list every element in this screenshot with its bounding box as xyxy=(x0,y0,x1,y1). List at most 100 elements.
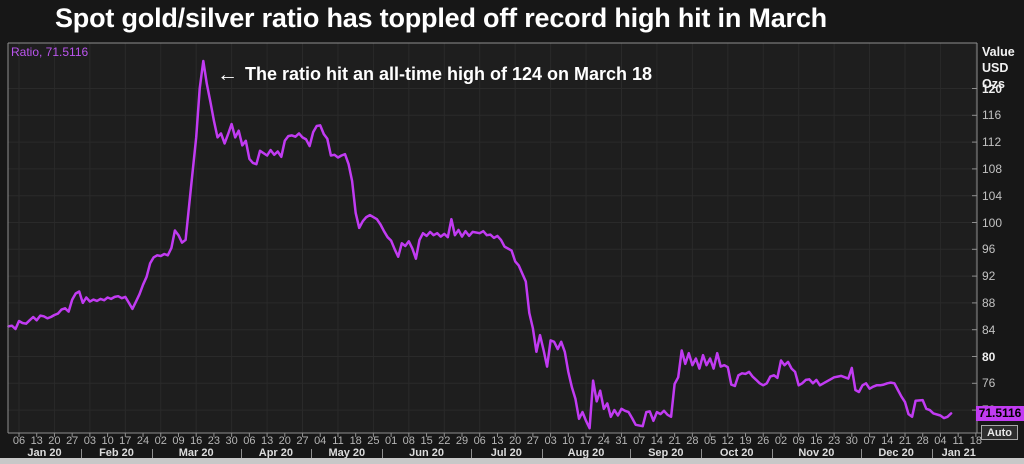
x-axis-day-label: 06 xyxy=(243,435,256,447)
y-axis-tick-label: 116 xyxy=(982,108,1002,123)
x-axis-month-label: Apr 20 xyxy=(258,447,294,459)
x-axis-day-label: 19 xyxy=(739,435,752,447)
x-axis-day-label: 20 xyxy=(278,435,291,447)
ratio-line-series xyxy=(7,59,953,430)
x-axis-day-label: 13 xyxy=(30,435,43,447)
x-axis-day-label: 10 xyxy=(562,435,575,447)
month-separator xyxy=(470,449,472,458)
x-axis-day-label: 09 xyxy=(172,435,185,447)
y-axis-header-line: Value xyxy=(982,45,1015,59)
x-axis-day-label: 18 xyxy=(349,435,362,447)
x-axis-day-label: 11 xyxy=(952,435,964,447)
x-axis-month-label: Jul 20 xyxy=(490,447,522,459)
bottom-scrollbar[interactable] xyxy=(0,458,1024,464)
y-axis-tick-label: 96 xyxy=(982,242,996,257)
title-bar: Spot gold/silver ratio has toppled off r… xyxy=(0,0,1024,42)
x-axis-day-label: 03 xyxy=(83,435,97,447)
x-axis-day-label: 06 xyxy=(473,435,486,447)
x-axis-day-label: 28 xyxy=(916,435,929,447)
x-axis-day-label: 22 xyxy=(438,435,451,447)
month-separator xyxy=(311,449,313,458)
x-axis-day-label: 27 xyxy=(66,435,79,447)
x-axis-day-label: 17 xyxy=(119,435,132,447)
month-separator xyxy=(931,449,933,458)
chart-plot-area[interactable] xyxy=(8,43,977,433)
x-axis-month-label: Dec 20 xyxy=(878,447,914,459)
x-axis-day-label: 20 xyxy=(509,435,522,447)
month-separator xyxy=(860,449,862,458)
x-axis-day-label: 09 xyxy=(792,435,805,447)
y-axis-header-line: Ozs xyxy=(982,77,1005,91)
x-axis-day-label: 16 xyxy=(810,435,823,447)
x-axis-day-label: 29 xyxy=(455,435,469,447)
x-axis-day-label: 21 xyxy=(898,435,912,447)
x-axis-day-label: 23 xyxy=(827,435,841,447)
x-axis-day-label: 24 xyxy=(597,435,610,447)
x-axis-day-label: 03 xyxy=(544,435,557,447)
x-axis-day-label: 26 xyxy=(757,435,770,447)
x-axis-month-label: May 20 xyxy=(328,447,366,459)
x-axis-day-label: 08 xyxy=(402,435,415,447)
x-axis-day-label: 02 xyxy=(774,435,788,447)
last-price-badge[interactable]: 71.5116 xyxy=(976,405,1024,421)
x-axis-day-label: 05 xyxy=(703,435,717,447)
x-axis-day-label: 30 xyxy=(225,435,238,447)
y-axis-tick-label: 88 xyxy=(982,295,996,310)
x-axis-day-label: 07 xyxy=(863,435,876,447)
x-axis-day-label: 18 xyxy=(969,435,983,447)
x-axis-day-label: 23 xyxy=(207,435,221,447)
x-axis-day-label: 14 xyxy=(881,435,894,447)
left-arrow-icon: ← xyxy=(217,63,238,86)
y-axis-tick-label: 92 xyxy=(982,269,996,284)
x-axis-month-label: Aug 20 xyxy=(567,447,605,459)
y-axis-tick-label: 108 xyxy=(982,161,1003,176)
y-axis-tick-label: 100 xyxy=(982,215,1003,230)
x-axis-day-label: 07 xyxy=(633,435,646,447)
x-axis-day-label: 30 xyxy=(845,435,858,447)
x-axis-day-label: 28 xyxy=(686,435,699,447)
y-axis-tick-label: 120 xyxy=(982,81,1003,96)
y-axis-header-line: USD xyxy=(982,61,1009,75)
x-axis-day-label: 16 xyxy=(190,435,203,447)
chart-title: Spot gold/silver ratio has toppled off r… xyxy=(55,3,827,33)
y-axis-header: Value USD Ozs xyxy=(982,44,1015,92)
month-separator xyxy=(541,449,543,458)
x-axis-day-label: 02 xyxy=(154,435,167,447)
y-axis-tick-label: 80 xyxy=(982,349,996,364)
x-axis-day-label: 17 xyxy=(579,435,593,447)
x-axis-day-label: 11 xyxy=(332,435,344,447)
x-axis-day-label: 14 xyxy=(650,435,664,447)
annotation: ← The ratio hit an all-time high of 124 o… xyxy=(217,62,652,87)
y-axis-tick-label: 104 xyxy=(982,188,1003,203)
y-axis-tick-label: 84 xyxy=(982,322,996,337)
x-axis-day-label: 20 xyxy=(48,435,61,447)
series-legend-label: Ratio, 71.5116 xyxy=(11,45,89,59)
x-axis-day-label: 27 xyxy=(296,435,309,447)
x-axis-month-label: Nov 20 xyxy=(798,447,835,459)
x-axis-month-label: Sep 20 xyxy=(648,447,684,459)
x-axis-day-label: 04 xyxy=(934,435,947,447)
x-axis-day-label: 13 xyxy=(260,435,274,447)
y-axis-tick-label: 112 xyxy=(982,135,1002,150)
month-separator xyxy=(151,449,153,458)
month-separator xyxy=(382,449,384,458)
annotation-text: The ratio hit an all-time high of 124 on… xyxy=(245,64,653,84)
x-axis-day-label: 31 xyxy=(615,435,628,447)
x-axis-month-label: Jan 21 xyxy=(941,447,976,459)
x-axis-month-label: Jan 20 xyxy=(27,447,62,459)
x-axis-day-label: 21 xyxy=(668,435,681,447)
x-axis-day-label: 06 xyxy=(12,435,26,447)
month-separator xyxy=(81,449,82,458)
x-axis-day-label: 12 xyxy=(721,435,734,447)
month-separator xyxy=(772,449,774,458)
auto-scale-button[interactable]: Auto xyxy=(981,425,1018,440)
x-axis-month-label: Jun 20 xyxy=(409,447,445,459)
x-axis-day-label: 24 xyxy=(136,435,150,447)
x-axis-day-label: 13 xyxy=(491,435,504,447)
x-axis-month-label: Oct 20 xyxy=(719,447,754,459)
x-axis-day-label: 25 xyxy=(367,435,380,447)
x-axis-day-label: 01 xyxy=(384,435,398,447)
x-axis-month-label: Mar 20 xyxy=(178,447,214,459)
